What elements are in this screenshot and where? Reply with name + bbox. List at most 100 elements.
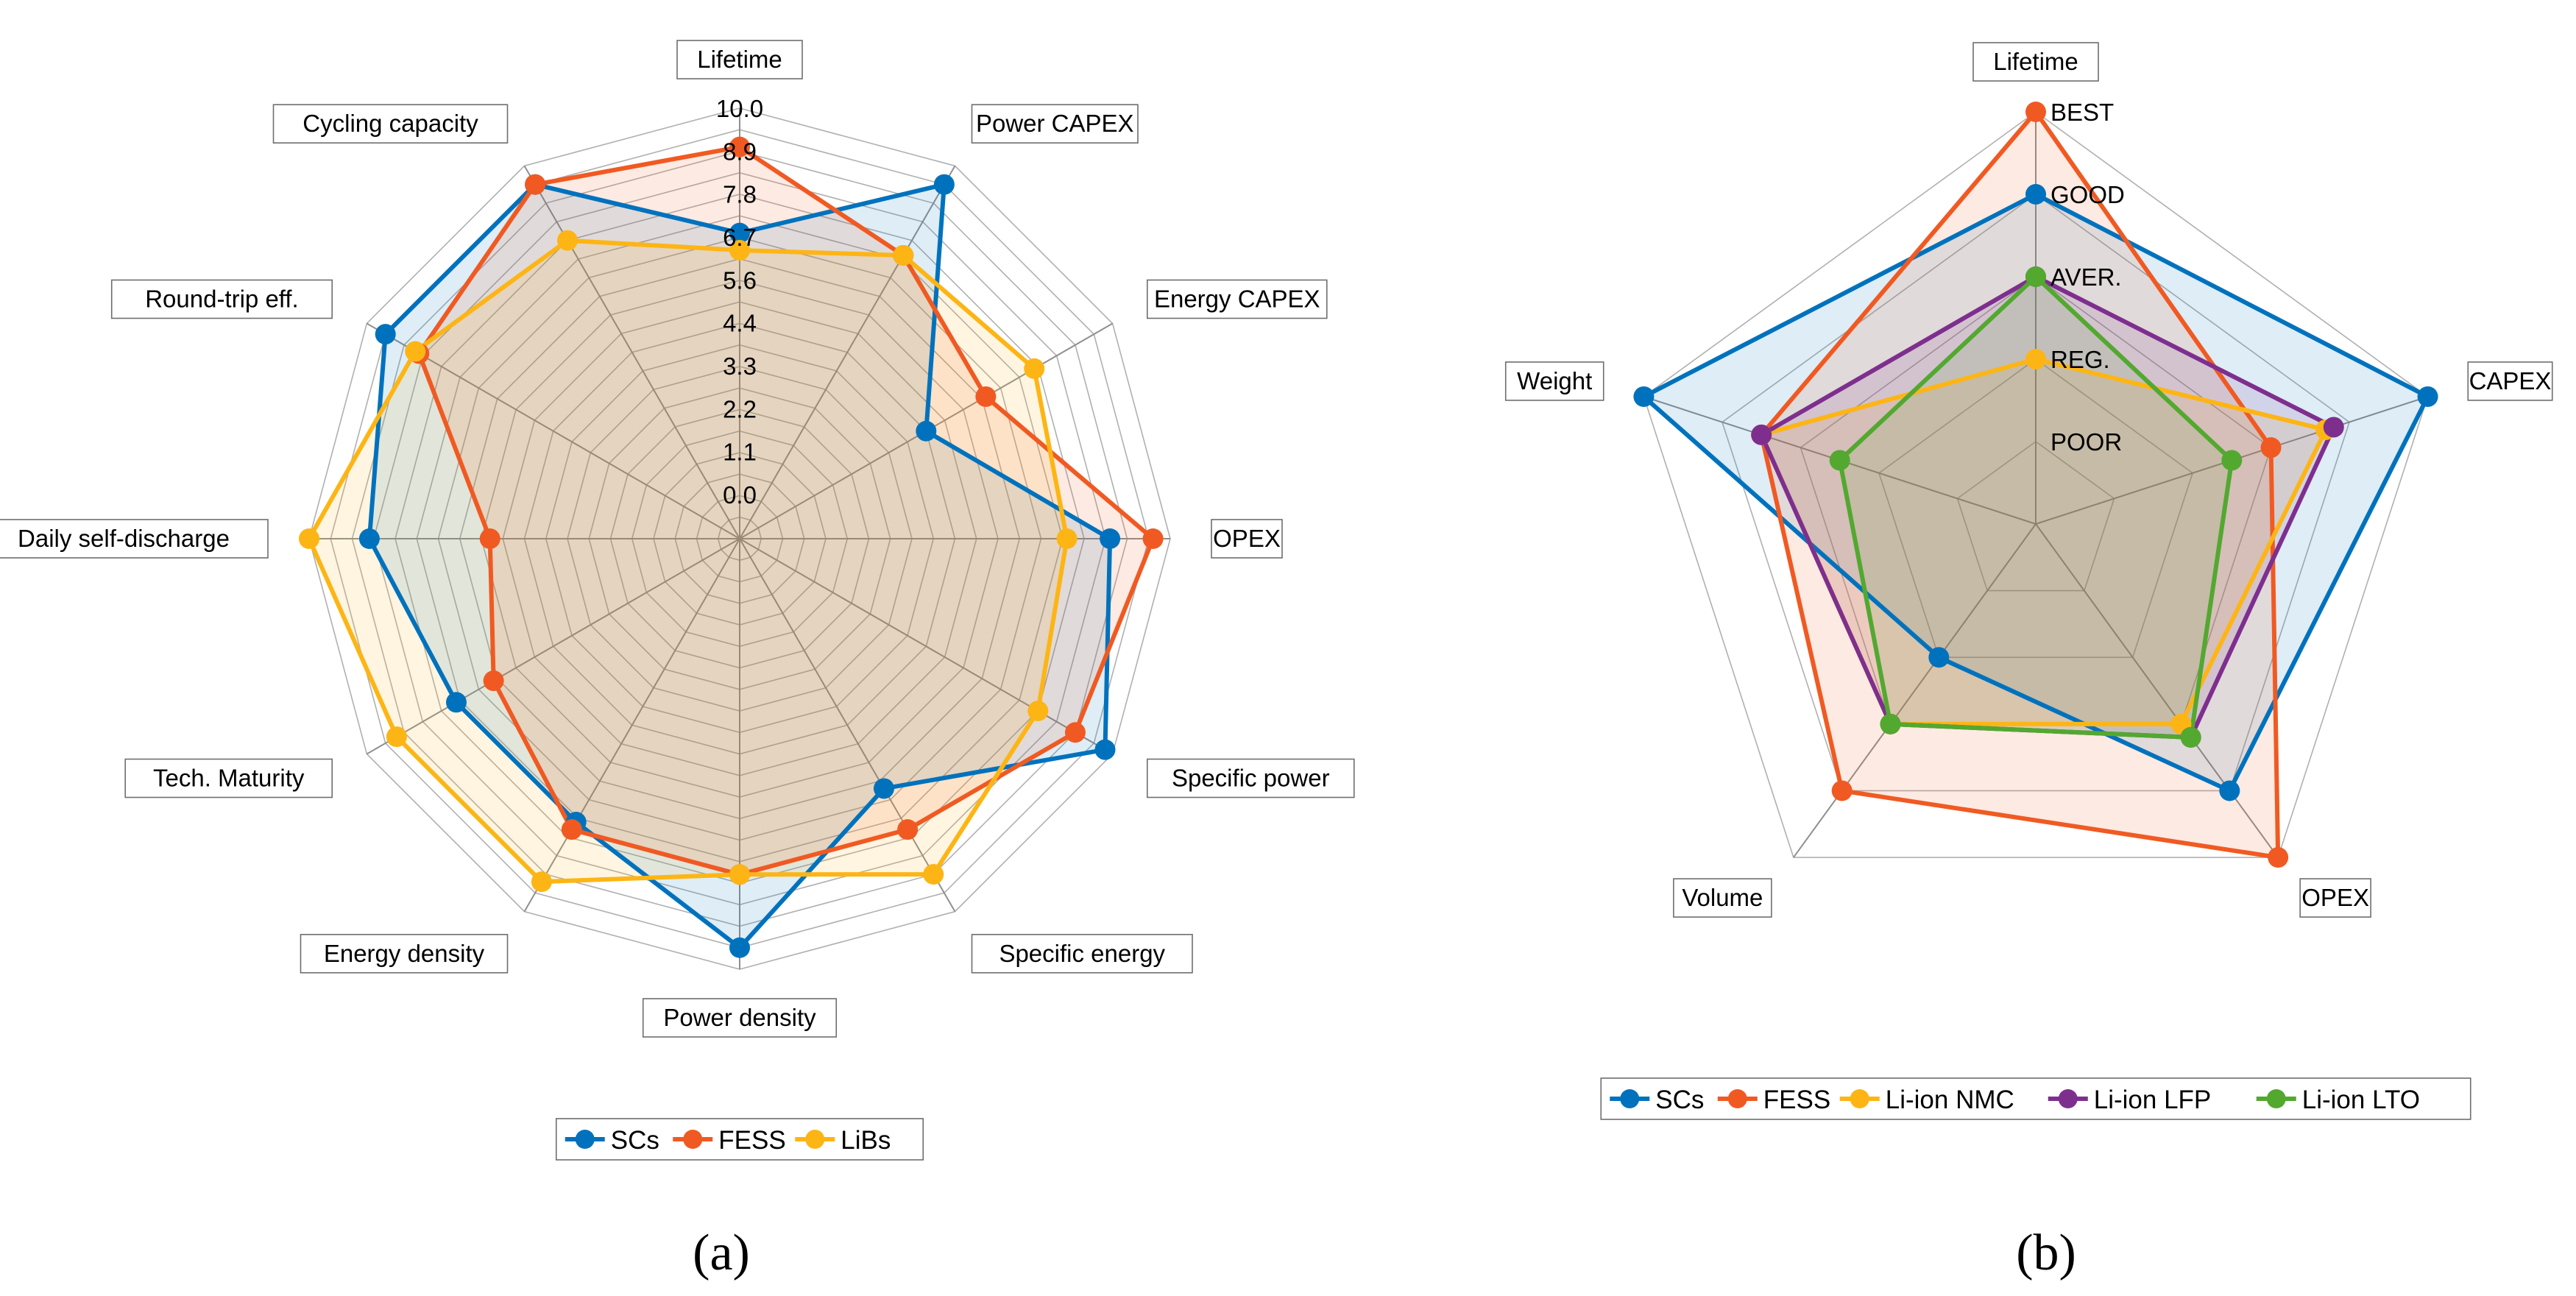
axis-label-energy-density: Energy density [324, 940, 485, 967]
axis-label-specific-power: Specific power [1172, 765, 1330, 792]
data-point-li-ion-lfp [1751, 424, 1772, 445]
data-point-scs [1094, 739, 1116, 760]
legend-entry-li-ion-lfp: Li-ion LFP [2094, 1086, 2212, 1114]
legend-swatch-marker [575, 1130, 595, 1149]
series-line-fess [1759, 110, 2281, 860]
radar-chart-a: 0.0 1.1 2.2 3.3 4.4 5.6 6.7 7.8 8.9 10.0 Lifetime P… [0, 40, 1355, 1161]
tick-label: 4.4 [723, 310, 757, 337]
data-point-libs [1024, 358, 1045, 379]
tick-label: 1.1 [723, 439, 757, 466]
data-point-libs [531, 871, 552, 893]
legend-entry-li-ion-lto: Li-ion LTO [2302, 1086, 2420, 1114]
tick-label: 10.0 [716, 95, 763, 122]
series-area-fess [419, 146, 1153, 875]
data-point-scs [2417, 386, 2438, 407]
data-point-libs [299, 528, 319, 549]
data-point-scs [729, 222, 750, 244]
legend-swatch-marker [1727, 1089, 1747, 1108]
axis-label-lifetime: Lifetime [697, 46, 782, 73]
series-line-li-ion-nmc [1759, 357, 2329, 726]
data-point-libs [893, 244, 914, 266]
data-point-fess [975, 386, 997, 407]
data-point-scs [1100, 528, 1121, 549]
data-point-scs [375, 324, 396, 345]
tick-label: 0.0 [723, 481, 757, 509]
data-point-scs [933, 174, 955, 195]
axis-label-weight: Weight [1517, 367, 1592, 394]
data-point-li-ion-lto [2221, 450, 2243, 471]
legend-swatch-marker [2058, 1089, 2078, 1108]
axis-label-box [642, 998, 838, 1038]
series-area-libs [309, 240, 1067, 882]
tick-label: 7.8 [723, 181, 757, 208]
axis-spoke [739, 538, 1114, 755]
axis-label-volume: Volume [1682, 884, 1763, 911]
axis-label-box [1673, 878, 1772, 918]
axis-label-capex: CAPEX [2469, 367, 2552, 394]
legend-swatch-marker [683, 1130, 703, 1149]
data-point-li-ion-lto [2025, 266, 2046, 287]
data-point-li-ion-lfp [2323, 417, 2344, 438]
tick-label: 6.7 [723, 224, 757, 251]
legend-entry-libs: LiBs [841, 1126, 891, 1155]
data-point-libs [923, 863, 944, 885]
grid-ring [1721, 194, 2351, 792]
axis-spoke [523, 165, 740, 539]
axis-label-power-density: Power density [663, 1004, 816, 1031]
data-point-fess [1831, 780, 1853, 801]
data-point-fess [479, 528, 500, 549]
tick-label: GOOD [2050, 181, 2125, 208]
axis-spoke [523, 538, 740, 913]
legend-entry-li-ion-nmc: Li-ion NMC [1886, 1086, 2014, 1114]
legend-entry-scs: SCs [1655, 1086, 1704, 1114]
axis-label-box [1211, 519, 1283, 559]
data-point-fess [2260, 437, 2282, 458]
tick-label: AVER. [2050, 263, 2122, 291]
legend-entry-scs: SCs [611, 1126, 659, 1155]
data-point-libs [386, 726, 407, 748]
data-point-li-ion-lto [1829, 450, 1850, 471]
axis-label-box [1146, 758, 1355, 799]
data-point-scs [1928, 647, 1950, 668]
series-line-li-ion-lto [1837, 275, 2234, 740]
data-point-scs [445, 692, 467, 713]
data-point-li-ion-lto [1880, 713, 1901, 734]
tick-label: REG. [2050, 346, 2110, 373]
axis-spoke [2035, 523, 2279, 858]
axis-spoke [739, 165, 956, 539]
data-point-libs [557, 230, 578, 251]
legend-box [555, 1118, 924, 1161]
tick-label: POOR [2050, 428, 2122, 456]
axis-label-energy-capex: Energy CAPEX [1154, 286, 1320, 313]
data-point-fess [897, 819, 919, 840]
grid-ring [1878, 358, 2193, 659]
axis-label-lifetime: Lifetime [1993, 48, 2078, 75]
axis-label-cycling-capacity: Cycling capacity [302, 110, 478, 137]
axis-label-box [272, 104, 509, 144]
axis-label-box [124, 758, 333, 799]
axis-label-box [110, 279, 333, 319]
axis-label-specific-energy: Specific energy [999, 940, 1165, 967]
series-area-li-ion-nmc [1761, 359, 2326, 724]
axis-label-tech-maturity: Tech. Maturity [153, 765, 305, 792]
data-point-scs [2025, 184, 2046, 205]
axis-label-round-trip-eff: Round-trip eff. [145, 286, 299, 313]
data-point-fess [561, 819, 582, 840]
axis-spoke [739, 538, 956, 913]
data-point-libs [729, 240, 750, 261]
data-point-libs [1027, 701, 1049, 721]
radar-chart-b: POOR REG. AVER. GOOD BEST Lifetime CAPEX OPEX Vo… [1504, 42, 2553, 1120]
data-point-fess [1064, 722, 1086, 743]
series-area-li-ion-lto [1839, 277, 2232, 737]
axis-label-opex: OPEX [1213, 525, 1281, 552]
series-area-fess [1761, 112, 2279, 858]
tick-label: 8.9 [723, 138, 757, 165]
data-point-scs [916, 420, 937, 442]
data-point-li-ion-lto [2180, 726, 2201, 748]
data-point-li-ion-nmc [2025, 349, 2046, 369]
axis-label-box [1972, 42, 2099, 82]
panel-label-b: (b) [2016, 1225, 2076, 1281]
data-point-fess [525, 174, 546, 195]
axis-label-box [1504, 361, 1604, 401]
axis-label-box [2467, 361, 2553, 401]
